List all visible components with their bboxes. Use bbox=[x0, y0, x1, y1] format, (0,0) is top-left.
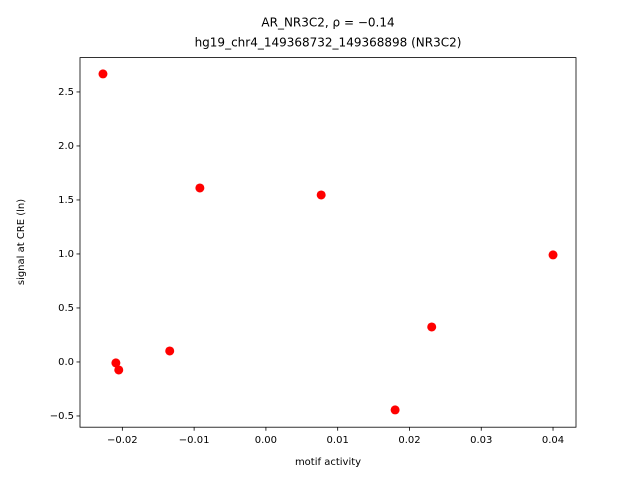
point bbox=[316, 190, 326, 200]
x-tick-label: −0.01 bbox=[179, 435, 210, 446]
point bbox=[111, 358, 121, 368]
chart-subtitle: hg19_chr4_149368732_149368898 (NR3C2) bbox=[195, 36, 462, 50]
point bbox=[195, 183, 205, 193]
x-axis-label: motif activity bbox=[295, 457, 361, 468]
x-tick-label: 0.01 bbox=[327, 435, 349, 446]
point bbox=[548, 250, 558, 260]
y-tick-label: 2.5 bbox=[58, 87, 74, 98]
y-axis-label: signal at CRE (ln) bbox=[16, 199, 27, 285]
y-tick-label: −0.5 bbox=[50, 411, 74, 422]
x-tick-label: 0.04 bbox=[542, 435, 564, 446]
x-tick-label: −0.02 bbox=[107, 435, 138, 446]
y-tick-label: 2.0 bbox=[58, 141, 74, 152]
point bbox=[390, 405, 400, 415]
x-tick-label: 0.03 bbox=[470, 435, 492, 446]
plot-frame bbox=[79, 57, 577, 428]
point bbox=[98, 69, 108, 79]
point bbox=[427, 322, 437, 332]
chart-title: AR_NR3C2, ρ = −0.14 bbox=[261, 16, 394, 30]
point bbox=[114, 365, 124, 375]
point bbox=[165, 346, 175, 356]
y-tick-label: 1.0 bbox=[58, 249, 74, 260]
y-tick-label: 1.5 bbox=[58, 195, 74, 206]
x-tick-label: 0.02 bbox=[398, 435, 420, 446]
x-tick-label: 0.00 bbox=[255, 435, 277, 446]
y-tick-label: 0.5 bbox=[58, 303, 74, 314]
y-tick-label: 0.0 bbox=[58, 357, 74, 368]
